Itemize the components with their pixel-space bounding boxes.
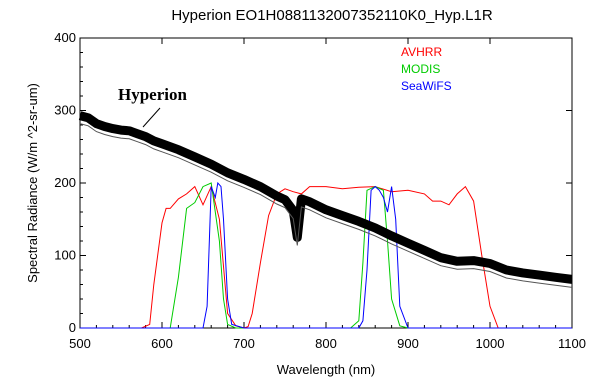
axis-ticks: 500 600 700 800 900 1000 1100 0 100 200 300 400 bbox=[54, 30, 586, 351]
legend-label-avhrr: AVHRR bbox=[401, 45, 442, 59]
series-seawifs-line bbox=[80, 181, 572, 329]
x-tick-label: 800 bbox=[315, 336, 337, 351]
series-modis-line bbox=[80, 182, 572, 329]
y-tick-label: 200 bbox=[54, 175, 76, 190]
x-tick-label: 1100 bbox=[558, 336, 586, 351]
series-hyperion-line bbox=[78, 111, 573, 284]
series-hyperion-lower-envelope bbox=[79, 123, 573, 288]
x-tick-label: 900 bbox=[397, 336, 419, 351]
x-tick-label: 600 bbox=[151, 336, 173, 351]
y-tick-label: 100 bbox=[54, 248, 76, 263]
x-axis-label: Wavelength (nm) bbox=[277, 362, 376, 377]
legend-label-seawifs: SeaWiFS bbox=[401, 79, 452, 93]
x-tick-label: 500 bbox=[69, 336, 91, 351]
series-avhrr-line bbox=[80, 185, 572, 329]
legend-label-modis: MODIS bbox=[401, 62, 440, 76]
x-tick-label: 700 bbox=[233, 336, 255, 351]
y-tick-label: 400 bbox=[54, 30, 76, 45]
chart-title: Hyperion EO1H0881132007352110K0_Hyp.L1R bbox=[171, 7, 493, 24]
y-axis-label: Spectral Radiance (W/m ^2-sr-um) bbox=[25, 83, 40, 283]
legend: AVHRR MODIS SeaWiFS bbox=[401, 45, 452, 93]
hyperion-annotation: Hyperion bbox=[118, 85, 187, 104]
hyperion-annotation-pointer bbox=[142, 107, 161, 128]
series-layer bbox=[78, 111, 573, 329]
x-tick-label: 1000 bbox=[476, 336, 505, 351]
y-tick-label: 0 bbox=[69, 320, 76, 335]
y-tick-label: 300 bbox=[54, 103, 76, 118]
